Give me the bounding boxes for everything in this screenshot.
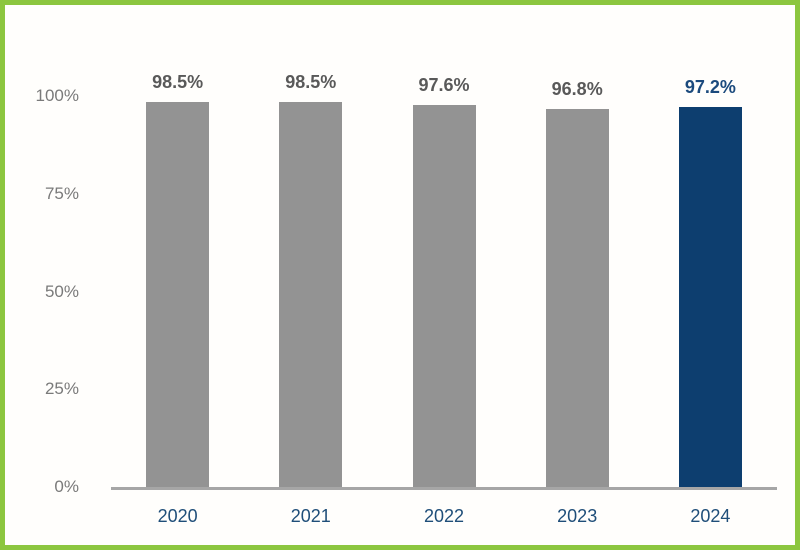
bar-value-label: 96.8% (551, 78, 603, 99)
x-tick-label: 2022 (423, 506, 465, 526)
bar (545, 108, 609, 487)
bar (678, 106, 742, 487)
bar (146, 101, 210, 487)
bar (412, 105, 476, 487)
bar-value-label: 97.6% (418, 75, 470, 96)
x-tick-label: 2023 (557, 506, 598, 526)
bar-chart: 0% 25% 50% 75% 100% 98.5% 98.5% 97.6% 96.8% 97.2… (5, 5, 795, 545)
y-tick-label: 0% (54, 477, 79, 496)
x-axis-line (111, 487, 777, 490)
bar (279, 101, 343, 487)
x-tick-label: 2020 (157, 506, 198, 526)
y-tick-label: 25% (44, 379, 79, 399)
x-tick-label: 2024 (690, 506, 731, 526)
x-tick-label: 2021 (290, 506, 331, 526)
bar-value-label: 97.2% (684, 76, 736, 97)
y-tick-label: 100% (35, 86, 79, 105)
bar-value-label: 98.5% (152, 71, 204, 92)
y-tick-label: 75% (44, 183, 79, 203)
y-tick-label: 50% (44, 281, 79, 301)
bar-value-label: 98.5% (285, 71, 337, 92)
